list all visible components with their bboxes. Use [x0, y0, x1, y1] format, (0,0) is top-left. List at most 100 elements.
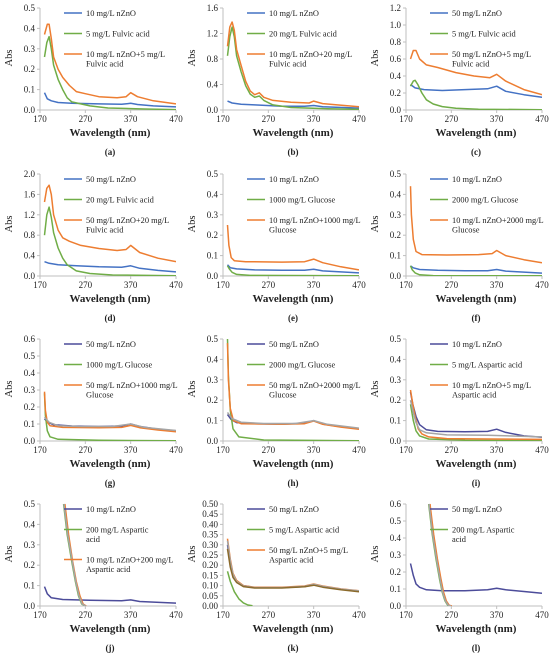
y-tick-label: 1.2 — [24, 210, 35, 220]
y-axis-label: Abs — [4, 546, 15, 563]
x-tick-label: 170 — [399, 114, 413, 124]
x-tick-label: 370 — [490, 610, 504, 620]
y-axis-label: Abs — [4, 216, 15, 233]
y-tick-label: 0.6 — [390, 54, 402, 64]
legend-label: 200 mg/L Aspartic acid — [452, 526, 515, 545]
y-tick-label: 0.15 — [202, 570, 218, 580]
y-tick-label: 0.3 — [207, 375, 219, 385]
x-tick-label: 270 — [445, 610, 459, 620]
y-tick-label: 0.4 — [390, 354, 402, 364]
x-tick-label: 170 — [216, 280, 230, 290]
x-tick-label: 170 — [33, 610, 47, 620]
y-tick-label: 0.3 — [390, 375, 402, 385]
y-axis-label: Abs — [4, 381, 15, 398]
y-tick-label: 0.0 — [24, 271, 36, 281]
series-line — [226, 26, 359, 110]
x-tick-label: 270 — [79, 445, 93, 455]
series-line — [43, 35, 176, 110]
series-line — [226, 21, 359, 108]
x-tick-label: 270 — [262, 445, 276, 455]
y-tick-label: 0.05 — [202, 591, 218, 601]
chart-panel: 0.0 0.1 0.2 0.3 0.4 0.5 170 270 370 470 10 mg/L nZ… — [366, 166, 549, 331]
legend-label: 10 mg/L nZnO+1000 mg/L Glucose — [269, 216, 361, 235]
y-tick-label: 0.8 — [207, 54, 219, 64]
chart-panel: 0.00 0.05 0.10 0.15 0.20 0.25 0.30 0.35 0.40 0.45… — [183, 496, 366, 661]
x-axis-label: Wavelength (nm) — [436, 623, 517, 635]
y-tick-label: 0.3 — [24, 385, 36, 395]
legend-label: 50 mg/L nZnO — [269, 340, 319, 349]
series-line — [226, 343, 359, 430]
y-tick-label: 0.3 — [390, 550, 402, 560]
series-line — [409, 79, 542, 110]
y-axis-label: Abs — [370, 216, 381, 233]
x-tick-label: 470 — [535, 445, 549, 455]
y-tick-label: 1.6 — [24, 189, 36, 199]
series-line — [43, 391, 176, 433]
y-axis-label: Abs — [187, 216, 198, 233]
legend-label: 2000 mg/L Glucose — [269, 361, 335, 370]
series-line — [409, 186, 542, 264]
y-tick-label: 0.6 — [390, 499, 402, 509]
series-line — [410, 83, 542, 99]
legend-label: 5 mg/L Fulvic acid — [452, 30, 516, 39]
x-axis-label: Wavelength (nm) — [436, 458, 517, 470]
y-tick-label: 0.1 — [390, 416, 401, 426]
chart-panel: 0.0 0.1 0.2 0.3 0.4 0.5 170 270 370 470 10 mg/L nZ… — [366, 331, 549, 496]
legend-label: 5 mg/L Aspartic acid — [452, 361, 523, 370]
x-tick-label: 470 — [169, 610, 183, 620]
x-tick-label: 170 — [399, 610, 413, 620]
legend-label: 50 mg/L nZnO+2000 mg/L Glucose — [269, 381, 361, 400]
y-tick-label: 0.4 — [390, 189, 402, 199]
y-tick-label: 2.0 — [24, 169, 36, 179]
x-tick-label: 270 — [262, 114, 276, 124]
y-tick-label: 0.0 — [207, 105, 219, 115]
legend-label: 50 mg/L nZnO — [86, 340, 136, 349]
y-tick-label: 0.4 — [390, 533, 402, 543]
y-tick-label: 0.5 — [390, 334, 402, 344]
legend-label: 20 mg/L Fulvic acid — [86, 196, 155, 205]
x-tick-label: 370 — [307, 445, 321, 455]
series-line — [226, 224, 359, 271]
legend-label: 5 mg/L Aspartic acid — [269, 526, 340, 535]
panel-label: (c) — [471, 147, 481, 157]
y-tick-label: 0.2 — [390, 395, 401, 405]
chart-panel: 0.0 0.4 0.8 1.2 1.6 170 270 370 470 10 mg/L nZnO 2… — [183, 0, 366, 165]
y-tick-label: 0.2 — [390, 88, 401, 98]
y-tick-label: 0.1 — [24, 85, 35, 95]
chart-panel: 0.0 0.1 0.2 0.3 0.4 0.5 170 270 370 470 50 mg/L nZ… — [183, 331, 366, 496]
x-axis-label: Wavelength (nm) — [253, 458, 334, 470]
chart-svg: 0.000.050.100.150.200.250.300.350.400.45… — [187, 499, 366, 653]
legend-label: 50 mg/L nZnO — [452, 9, 502, 18]
x-tick-label: 170 — [216, 445, 230, 455]
panel-label: (l) — [472, 643, 481, 653]
y-tick-label: 1.0 — [390, 20, 402, 30]
series-line — [428, 503, 452, 606]
legend-label: 10 mg/L nZnO — [452, 175, 502, 184]
chart-panel: 0.0 0.1 0.2 0.3 0.4 0.5 170 270 370 470 10 mg/L nZ… — [0, 0, 183, 165]
y-tick-label: 0.2 — [390, 230, 401, 240]
series-line — [409, 563, 542, 595]
x-axis-label: Wavelength (nm) — [253, 623, 334, 635]
y-tick-label: 0.3 — [24, 540, 36, 550]
chart-svg: 0.0 0.1 0.2 0.3 0.4 0.5 0.6 170 270 370 470 50 mg/L… — [370, 499, 549, 653]
x-axis-label: Wavelength (nm) — [436, 293, 517, 305]
series-line — [409, 49, 542, 96]
y-tick-label: 0.0 — [24, 105, 36, 115]
legend-label: 10 mg/L nZnO — [86, 505, 136, 514]
legend-label: 50 mg/L nZnO+5 mg/L Fulvic acid — [452, 50, 531, 69]
chart-svg: 0.0 0.1 0.2 0.3 0.4 0.5 0.6 170 270 370 470 50 mg/L… — [4, 334, 183, 488]
series-line — [43, 92, 176, 108]
legend-label: 5 mg/L Fulvic acid — [86, 30, 150, 39]
y-tick-label: 0.1 — [207, 251, 218, 261]
x-tick-label: 170 — [399, 280, 413, 290]
series-line — [43, 393, 176, 441]
panel-label: (j) — [106, 643, 115, 653]
x-tick-label: 370 — [307, 610, 321, 620]
x-tick-label: 270 — [262, 610, 276, 620]
y-tick-label: 0.4 — [24, 519, 36, 529]
x-axis-label: Wavelength (nm) — [70, 623, 151, 635]
y-tick-label: 0.1 — [24, 419, 35, 429]
y-tick-label: 0.1 — [207, 416, 218, 426]
x-axis-label: Wavelength (nm) — [436, 127, 517, 139]
y-axis-label: Abs — [370, 381, 381, 398]
